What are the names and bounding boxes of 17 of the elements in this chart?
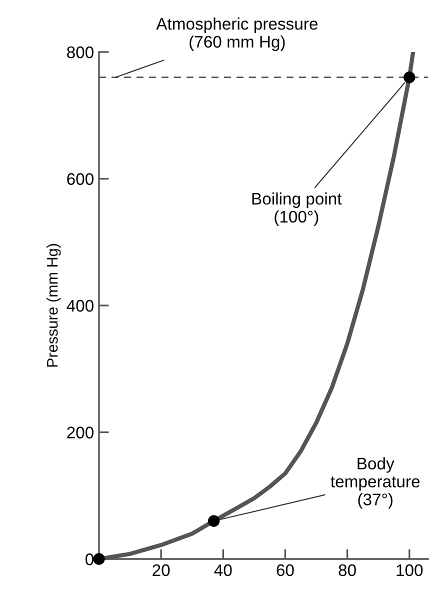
point [93, 553, 105, 565]
point [208, 515, 220, 527]
x-tick-label: 40 [214, 564, 232, 576]
y-axis-title: Pressure (mm Hg) [46, 244, 61, 367]
y-tick-label: 200 [67, 426, 94, 438]
x-tick-label: 80 [338, 564, 356, 576]
x-tick-label: 100 [396, 564, 423, 576]
annotation: Body temperature (37°) [330, 457, 420, 509]
y-tick-label: 600 [67, 173, 94, 185]
y-tick-label: 800 [67, 46, 94, 58]
x-tick-label: 60 [276, 564, 294, 576]
ref-line-label: Atmospheric pressure (760 mm Hg) [156, 18, 318, 51]
annotation: Boiling point (100°) [252, 192, 342, 226]
point [404, 72, 416, 84]
y-tick-label: 400 [66, 300, 94, 312]
x-tick-label: 20 [152, 564, 170, 576]
y-tick-label: 0 [86, 553, 94, 566]
